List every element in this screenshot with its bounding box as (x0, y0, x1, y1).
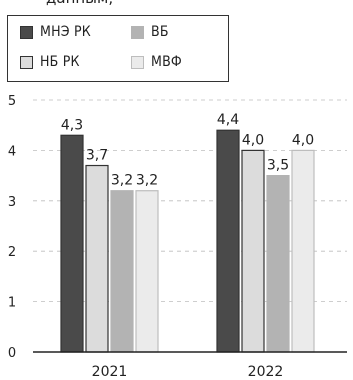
chart-title-fragment: данным, (46, 0, 113, 7)
data-label: 4,0 (292, 132, 314, 148)
legend-swatch-vb (131, 25, 144, 39)
y-tick-label: 3 (8, 195, 16, 210)
legend-label-mne: МНЭ РК (40, 24, 91, 40)
legend-item-nb: НБ РК (20, 53, 80, 71)
data-label: 4,4 (217, 112, 239, 128)
legend-label-nb: НБ РК (40, 54, 80, 70)
bar (135, 190, 159, 353)
legend-label-mvf: МВФ (151, 54, 182, 70)
legend-swatch-mne (20, 25, 33, 39)
data-label: 3,2 (136, 173, 158, 189)
bar (60, 134, 84, 353)
bar (110, 190, 134, 353)
legend-item-vb: ВБ (131, 23, 169, 41)
data-label: 3,2 (111, 173, 133, 189)
y-tick-label: 4 (8, 144, 16, 159)
data-label: 4,3 (61, 117, 83, 133)
y-tick-label: 5 (8, 94, 16, 109)
data-label: 3,7 (86, 148, 108, 164)
y-tick-label: 1 (8, 296, 16, 311)
bar (216, 129, 240, 353)
legend: МНЭ РК ВБ НБ РК МВФ (7, 15, 229, 82)
legend-item-mne: МНЭ РК (20, 23, 91, 41)
x-tick-label: 2021 (92, 364, 128, 380)
data-label: 4,0 (242, 132, 264, 148)
bar (85, 164, 109, 353)
bar (291, 149, 315, 353)
legend-swatch-mvf (131, 55, 144, 69)
bar (241, 149, 265, 353)
bar (266, 175, 290, 353)
legend-swatch-nb (20, 55, 33, 69)
data-label: 3,5 (267, 158, 289, 174)
x-tick-label: 2022 (248, 364, 284, 380)
y-tick-label: 0 (8, 346, 16, 361)
legend-label-vb: ВБ (151, 24, 169, 40)
y-tick-label: 2 (8, 245, 16, 260)
legend-item-mvf: МВФ (131, 53, 182, 71)
